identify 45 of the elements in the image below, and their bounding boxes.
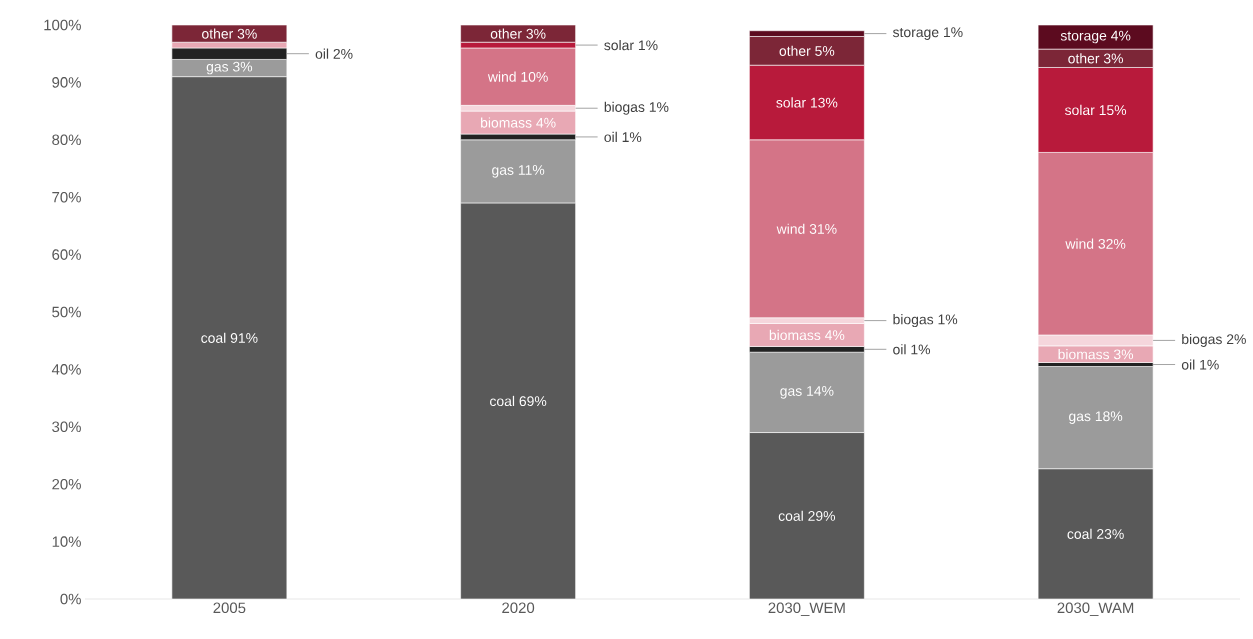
y-tick-label: 90% <box>52 77 81 88</box>
data-label: gas 18% <box>1069 411 1123 424</box>
data-label: coal 29% <box>778 510 836 521</box>
data-label: oil 2% <box>315 48 353 59</box>
y-tick-label: 60% <box>52 249 81 260</box>
data-label: oil 1% <box>604 131 642 143</box>
data-label: solar 1% <box>604 39 658 51</box>
data-label: coal 91% <box>201 332 258 343</box>
y-tick-label: 80% <box>52 134 81 146</box>
data-label: wind 31% <box>776 223 837 234</box>
y-tick-label: 30% <box>52 421 81 433</box>
x-tick-label: 2005 <box>213 602 246 614</box>
data-label: gas 11% <box>492 165 545 178</box>
data-label: other 3% <box>202 28 257 39</box>
data-label: other 3% <box>1068 53 1124 64</box>
data-label: other 5% <box>779 45 835 56</box>
data-label: gas 14% <box>780 386 834 399</box>
data-label: biomass 4% <box>769 329 845 341</box>
y-tick-label: 0% <box>60 593 81 605</box>
data-label: solar 15% <box>1064 104 1127 116</box>
data-label: biogas 2% <box>1182 333 1246 347</box>
data-label: biogas 1% <box>604 101 669 115</box>
y-tick-label: 100% <box>44 19 81 31</box>
data-label: solar 13% <box>776 97 838 108</box>
x-tick-label: 2020 <box>502 602 535 614</box>
data-label: gas 3% <box>206 61 253 75</box>
y-tick-label: 50% <box>52 306 81 318</box>
data-label: biogas 1% <box>893 314 958 328</box>
x-tick-label: 2030_WEM <box>768 602 845 616</box>
x-tick-label: 2030_WAM <box>1057 602 1134 616</box>
data-label: storage 1% <box>892 27 963 40</box>
data-label: oil 1% <box>1181 359 1219 370</box>
data-label: biomass 4% <box>481 117 556 128</box>
y-tick-label: 10% <box>52 536 81 547</box>
y-tick-label: 40% <box>51 364 81 375</box>
data-label: wind 32% <box>1065 238 1126 249</box>
data-label: other 3% <box>490 28 546 39</box>
data-label: biomass 3% <box>1058 349 1134 360</box>
data-label: oil 1% <box>893 344 931 355</box>
y-tick-label: 70% <box>52 191 81 203</box>
y-tick-label: 20% <box>52 478 81 490</box>
data-label: wind 10% <box>487 71 548 82</box>
data-label: coal 23% <box>1067 528 1124 539</box>
data-label: storage 4% <box>1060 30 1131 44</box>
data-label: coal 69% <box>490 395 547 407</box>
